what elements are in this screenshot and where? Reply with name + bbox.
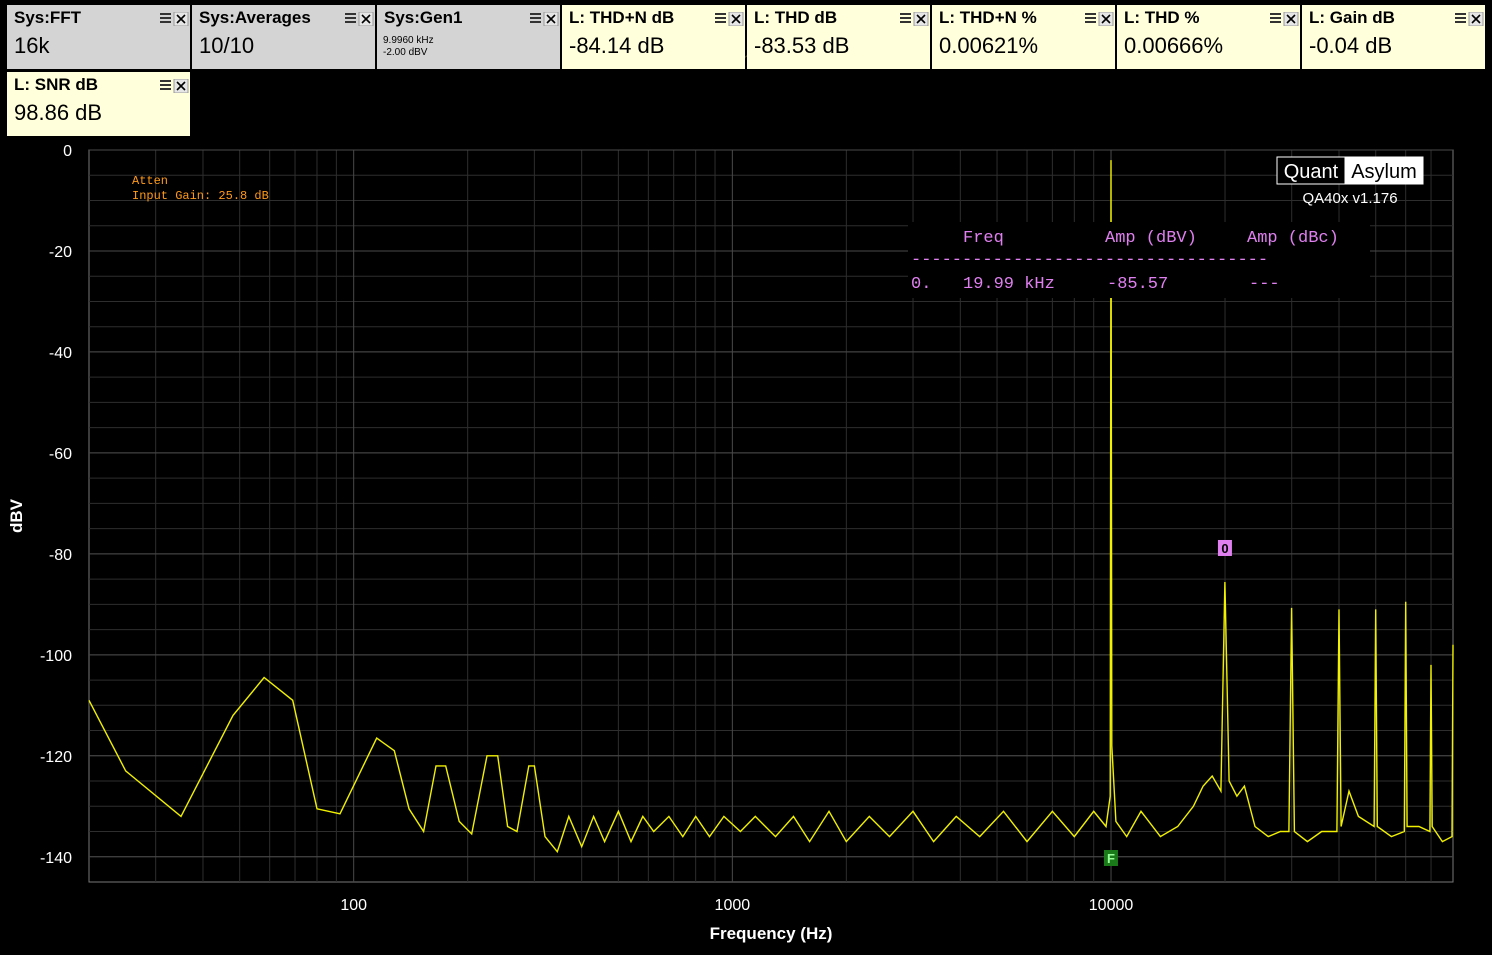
close-icon	[176, 14, 186, 24]
y-tick-label: -100	[40, 648, 72, 665]
y-tick-label: -20	[49, 244, 72, 261]
measurement-tile[interactable]: L: THD dB -83.53 dB	[747, 5, 930, 69]
peak-table-cell: ---	[1249, 275, 1280, 294]
peak-table-cell: -85.57	[1107, 275, 1168, 294]
tile-buttons[interactable]	[159, 12, 189, 26]
measurement-tile[interactable]: L: THD+N % 0.00621%	[932, 5, 1115, 69]
tile-title: Sys:FFT	[14, 8, 82, 27]
measurement-tile[interactable]: L: SNR dB 98.86 dB	[7, 72, 190, 136]
logo-left: Quant	[1284, 161, 1339, 183]
tile-title: Sys:Gen1	[384, 8, 463, 27]
peak-table-header: Amp (dBV)	[1105, 229, 1197, 248]
tile-buttons[interactable]	[344, 12, 374, 26]
measurement-tile[interactable]: L: Gain dB -0.04 dB	[1302, 5, 1485, 69]
y-axis-title: dBV	[7, 498, 26, 533]
close-icon	[361, 14, 371, 24]
tile-title: L: THD+N dB	[569, 8, 675, 27]
close-icon	[1471, 14, 1481, 24]
tile-value: 98.86 dB	[14, 100, 103, 125]
logo-left-box	[1276, 156, 1346, 185]
tile-value: -83.53 dB	[754, 33, 850, 58]
close-icon	[916, 14, 926, 24]
close-icon	[1286, 14, 1296, 24]
tile-value: 16k	[14, 33, 50, 58]
y-tick-label: 0	[63, 143, 72, 160]
close-icon	[731, 14, 741, 24]
tile-title: L: THD+N %	[939, 8, 1037, 27]
tile-buttons[interactable]	[159, 79, 189, 93]
peak-table-bg	[908, 222, 1370, 298]
tile-title: L: SNR dB	[14, 75, 99, 94]
peak-marker	[1103, 850, 1118, 866]
measurement-tile[interactable]: Sys:FFT 16k	[7, 5, 190, 69]
tile-title: L: THD dB	[754, 8, 838, 27]
peak-table-separator: -----------------------------------	[911, 251, 1268, 270]
peak-marker-label: F	[1107, 851, 1115, 866]
measurement-tile[interactable]: L: THD+N dB -84.14 dB	[562, 5, 745, 69]
y-tick-label: -60	[49, 446, 72, 463]
close-icon	[176, 81, 186, 91]
logo-right-box	[1344, 156, 1424, 185]
close-icon	[1101, 14, 1111, 24]
x-tick-label: 100	[340, 897, 367, 914]
tile-buttons[interactable]	[1454, 12, 1484, 26]
tile-value: 0.00666%	[1124, 33, 1224, 58]
y-tick-label: -80	[49, 547, 72, 564]
tile-title: L: Gain dB	[1309, 8, 1395, 27]
peak-table-header: Freq	[963, 229, 1004, 248]
tile-value: -0.04 dB	[1309, 33, 1393, 58]
x-tick-label: 1000	[715, 897, 751, 914]
tile-buttons[interactable]	[1084, 12, 1114, 26]
peak-table-cell: 19.99 kHz	[963, 275, 1055, 294]
tile-buttons[interactable]	[899, 12, 929, 26]
tile-value: -84.14 dB	[569, 33, 665, 58]
tile-line: -2.00 dBV	[383, 47, 428, 58]
y-tick-label: -120	[40, 749, 72, 766]
spectrum-line	[88, 160, 1454, 854]
tile-buttons[interactable]	[529, 12, 559, 26]
version-label: QA40x v1.176	[1302, 190, 1397, 207]
peak-table-cell: 0.	[911, 275, 931, 294]
peak-marker-label: 0	[1221, 541, 1228, 556]
tile-value: 0.00621%	[939, 33, 1039, 58]
peak-marker	[1217, 539, 1232, 556]
tile-title: Sys:Averages	[199, 8, 311, 27]
measurement-tile[interactable]: Sys:Averages 10/10	[192, 5, 375, 69]
measurement-tile[interactable]: Sys:Gen1 9.9960 kHz -2.00 dBV	[377, 5, 560, 69]
peak-table-header: Amp (dBc)	[1247, 229, 1339, 248]
logo-right: Asylum	[1351, 161, 1417, 183]
y-tick-label: -40	[49, 345, 72, 362]
tile-value: 10/10	[199, 33, 255, 58]
tile-buttons[interactable]	[714, 12, 744, 26]
close-icon	[546, 14, 556, 24]
tile-buttons[interactable]	[1269, 12, 1299, 26]
info-note: Input Gain: 25.8 dB	[132, 189, 269, 203]
tile-title: L: THD %	[1124, 8, 1200, 27]
measurement-tile[interactable]: L: THD % 0.00666%	[1117, 5, 1300, 69]
tile-line: 9.9960 kHz	[383, 35, 434, 46]
info-note: Atten	[132, 174, 168, 188]
x-tick-label: 10000	[1089, 897, 1134, 914]
y-tick-label: -140	[40, 850, 72, 867]
x-axis-title: Frequency (Hz)	[710, 924, 833, 943]
